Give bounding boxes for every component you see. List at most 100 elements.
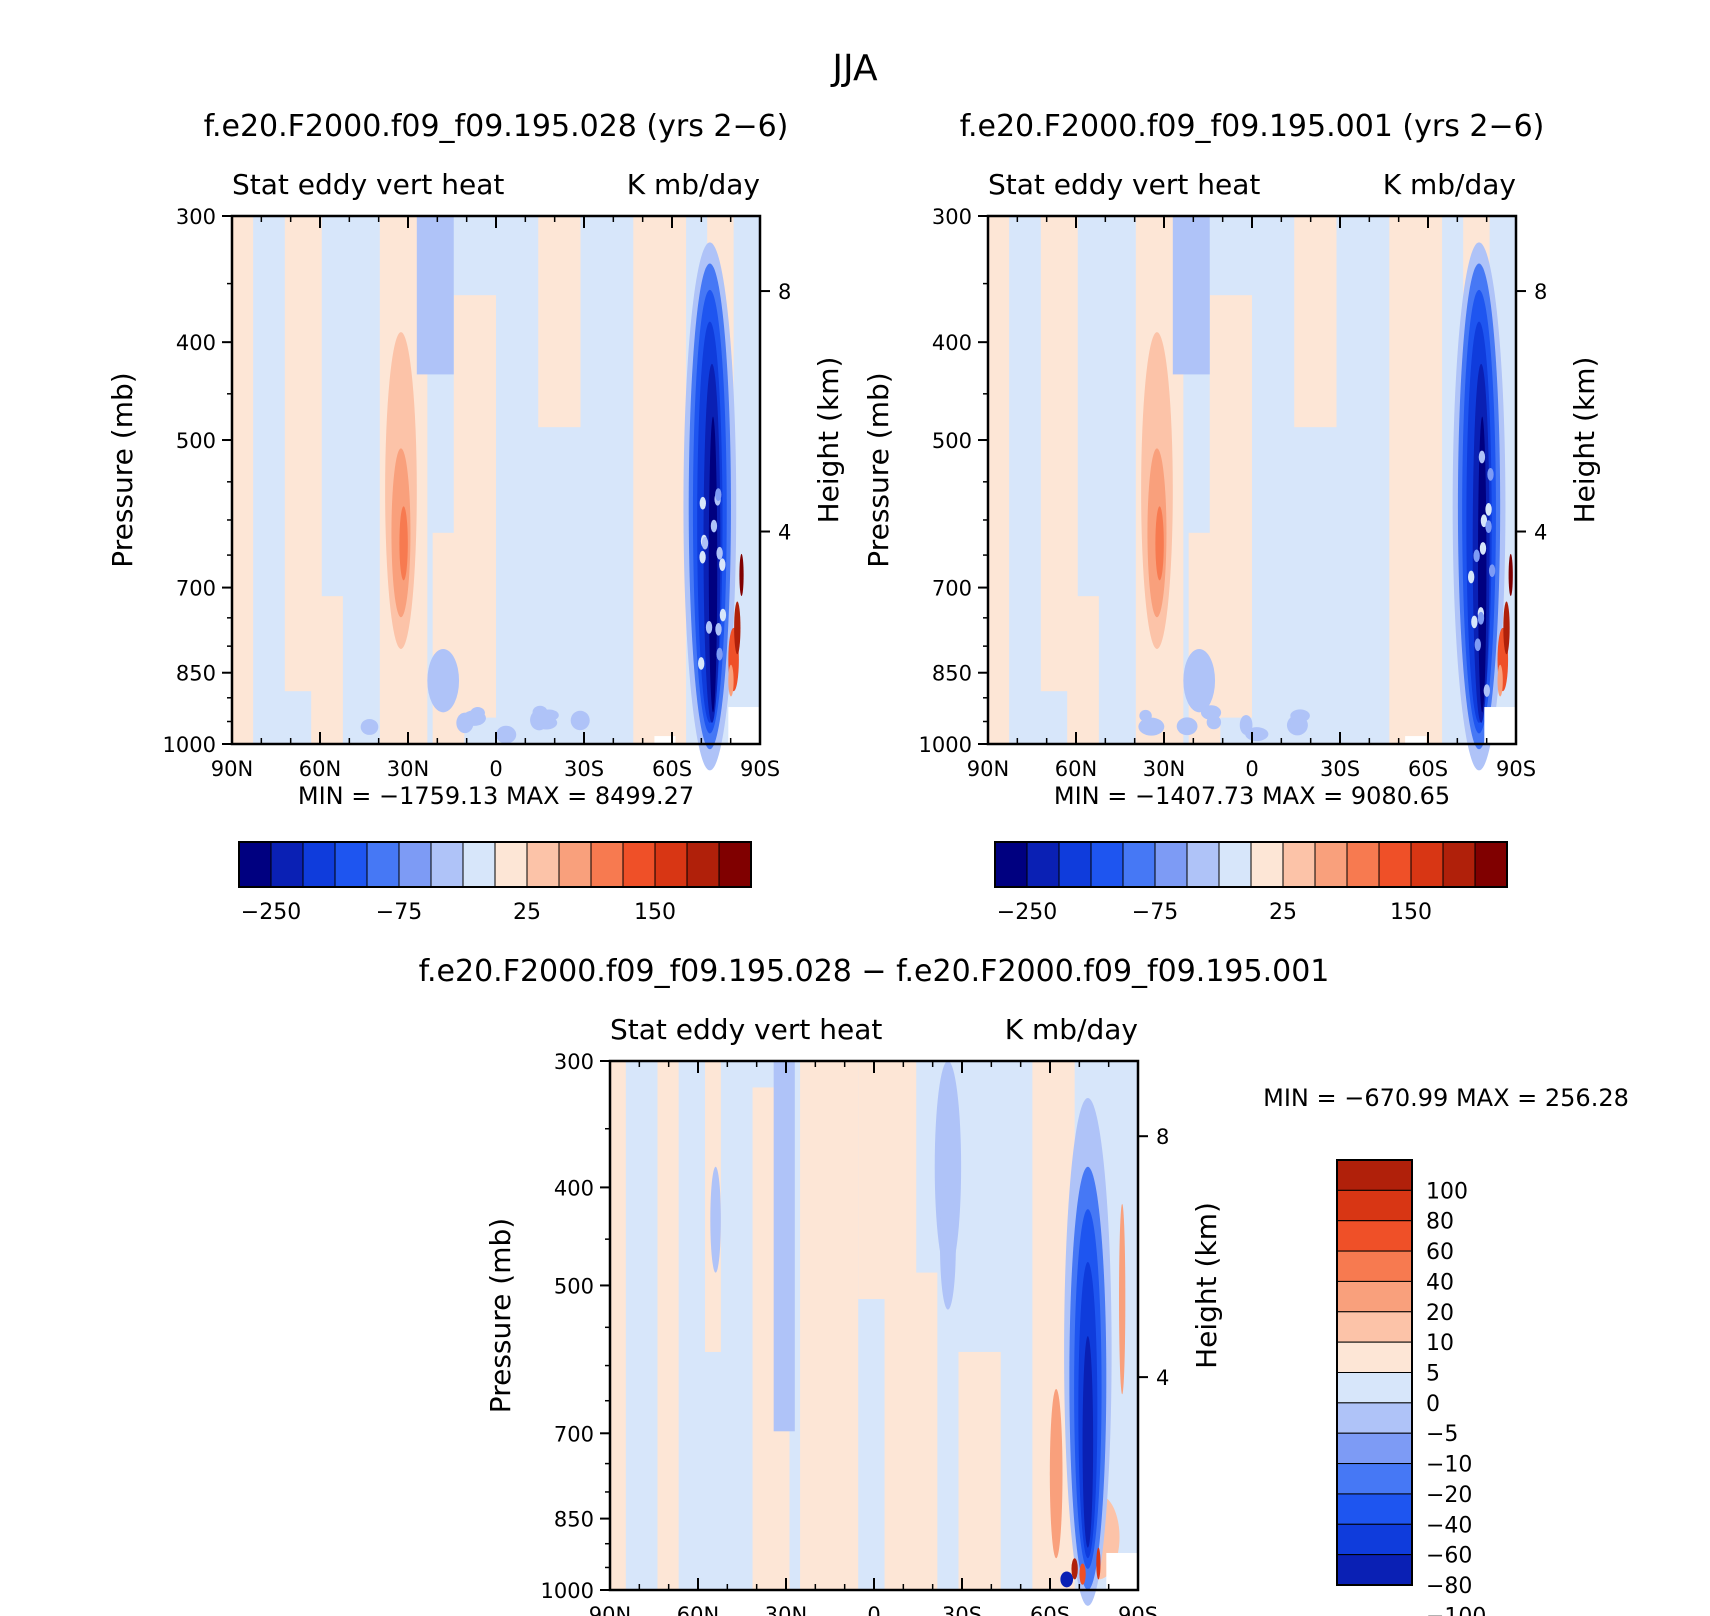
colorbar: −250 −75 25 150 <box>238 841 752 925</box>
units-label: K mb/day <box>627 168 760 201</box>
contour-blob <box>1176 717 1198 736</box>
colorbar-box <box>1282 841 1316 888</box>
x-tick-label: 30S <box>564 757 604 781</box>
y-tick-label: 850 <box>932 662 972 686</box>
colorbar-label: −10 <box>1426 1453 1472 1478</box>
y-tick-label: 400 <box>176 331 216 355</box>
contour-blob <box>1478 450 1486 464</box>
height-tick-label: 4 <box>1156 1366 1169 1390</box>
colorbar-label: −100 <box>1426 1604 1486 1616</box>
y-tick-label: 300 <box>554 1050 594 1074</box>
y-tick-label: 700 <box>554 1422 594 1446</box>
colorbar-label: −80 <box>1426 1574 1472 1599</box>
min-max-stats: MIN = −1759.13 MAX = 8499.27 <box>298 782 694 810</box>
colorbar-box <box>270 841 304 888</box>
contour-band <box>610 1061 626 1590</box>
contour-blob <box>716 647 723 661</box>
colorbar-box <box>686 841 720 888</box>
x-tick-label: 90S <box>740 757 780 781</box>
colorbar-frame <box>1336 1159 1413 1586</box>
contour-blob <box>570 710 590 731</box>
height-axis-label: Height (km) <box>1190 1202 1223 1369</box>
panel-3: f.e20.F2000.f09_f09.195.028 − f.e20.F200… <box>419 954 1629 1616</box>
panel-title: f.e20.F2000.f09_f09.195.028 − f.e20.F200… <box>419 954 1330 989</box>
height-tick-label: 8 <box>1156 1125 1169 1149</box>
colorbar-label: 80 <box>1426 1210 1454 1235</box>
contour-blob <box>698 657 705 670</box>
contour-blob <box>1488 564 1496 578</box>
colorbar-label: −5 <box>1426 1422 1458 1447</box>
y-tick-label: 400 <box>554 1176 594 1200</box>
contour-blob <box>710 519 718 533</box>
contour-band <box>858 1061 917 1300</box>
colorbar-box <box>1346 841 1380 888</box>
colorbar-box <box>558 841 592 888</box>
contour-blob <box>1483 684 1490 697</box>
y-tick-label: 1000 <box>541 1579 594 1603</box>
contour-blob <box>462 710 486 726</box>
y-tick-label: 1000 <box>163 733 216 757</box>
height-tick-label: 4 <box>1534 521 1547 545</box>
variable-label: Stat eddy vert heat <box>610 1013 882 1046</box>
colorbar-box <box>1058 841 1092 888</box>
min-max-stats: MIN = −1407.73 MAX = 9080.65 <box>1054 782 1450 810</box>
colorbar-label: −20 <box>1426 1483 1472 1508</box>
missing-data <box>1405 736 1427 744</box>
colorbar-label: 100 <box>1426 1179 1468 1204</box>
contour-blob <box>399 506 408 581</box>
variable-label: Stat eddy vert heat <box>988 168 1260 201</box>
figure-title: JJA <box>830 48 878 89</box>
colorbar-box <box>1336 1432 1413 1465</box>
y-tick-label: 1000 <box>919 733 972 757</box>
contour-blob <box>1487 468 1494 481</box>
contour-blob <box>699 550 706 564</box>
colorbar-box <box>1250 841 1284 888</box>
contour-blob <box>1060 1571 1074 1588</box>
colorbar-label: 150 <box>1390 900 1432 925</box>
y-axis-label: Pressure (mb) <box>484 1218 517 1413</box>
panel-title: f.e20.F2000.f09_f09.195.001 (yrs 2−6) <box>960 109 1545 144</box>
x-tick-label: 60N <box>299 757 341 781</box>
contour-blob <box>1200 705 1222 720</box>
height-tick-label: 8 <box>778 280 791 304</box>
min-max-stats: MIN = −670.99 MAX = 256.28 <box>1263 1084 1629 1112</box>
colorbar-box <box>1336 1311 1413 1343</box>
x-tick-label: 60S <box>1030 1603 1070 1616</box>
colorbar-box <box>1442 841 1476 888</box>
contour-blob <box>1183 648 1216 713</box>
contour-blob <box>1239 714 1253 735</box>
contour-blob <box>1096 1547 1101 1580</box>
colorbar-box <box>238 841 272 888</box>
colorbar-box <box>1336 1280 1413 1313</box>
contour-band <box>988 216 1010 744</box>
contour-blob <box>1503 601 1510 655</box>
contour-blob <box>427 648 460 713</box>
contour-blob <box>940 1182 956 1310</box>
colorbar-box <box>1186 841 1220 888</box>
contour-blob <box>1049 1388 1063 1559</box>
contour-blob <box>705 621 713 634</box>
colorbar-box <box>430 841 464 888</box>
contour-blob <box>1082 1336 1094 1548</box>
colorbar-label: 25 <box>1269 900 1297 925</box>
contour-blob <box>739 553 744 597</box>
contour-blob <box>1497 664 1503 697</box>
colorbar-label: 20 <box>1426 1301 1454 1326</box>
colorbar: 100 80 60 40 20 10 5 0 −5 −10 −20 −40 −60 −80 −100 <box>1336 1159 1486 1616</box>
contour-blob <box>495 725 517 744</box>
contour-field <box>232 216 760 771</box>
y-tick-label: 400 <box>932 331 972 355</box>
contour-blob <box>1485 503 1492 516</box>
panel-title: f.e20.F2000.f09_f09.195.028 (yrs 2−6) <box>204 109 789 144</box>
contour-blob <box>699 496 706 510</box>
contour-blob <box>1138 717 1165 736</box>
colorbar-box <box>302 841 336 888</box>
colorbar-box <box>1336 1220 1413 1252</box>
y-tick-label: 850 <box>176 662 216 686</box>
colorbar-box <box>1336 1402 1413 1434</box>
y-tick-label: 700 <box>932 577 972 601</box>
contour-blob <box>701 536 709 550</box>
missing-data <box>1106 1552 1138 1590</box>
contour-blob <box>708 416 718 713</box>
contour-band <box>1294 216 1337 428</box>
